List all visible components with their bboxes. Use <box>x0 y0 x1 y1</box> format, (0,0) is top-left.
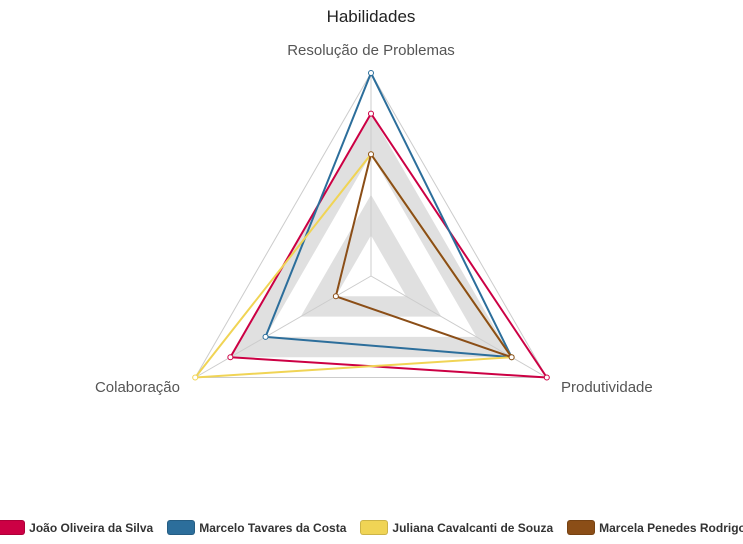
series-point-0-1[interactable] <box>543 374 550 381</box>
legend-label-1: Marcelo Tavares da Costa <box>199 520 347 535</box>
series-line-3 <box>334 151 515 360</box>
legend-item-0[interactable]: João Oliveira da Silva <box>0 520 153 535</box>
series-point-1-0[interactable] <box>368 70 374 76</box>
legend-swatch-0 <box>0 520 26 535</box>
radar-series <box>192 70 550 381</box>
legend-label-3: Marcela Penedes Rodrigo <box>599 520 743 535</box>
series-point-3-0[interactable] <box>368 151 374 158</box>
axis-label-0: Resolução de Problemas <box>287 42 455 59</box>
legend-swatch-2 <box>360 520 389 535</box>
series-point-2-2[interactable] <box>192 374 199 381</box>
axis-labels: Resolução de Problemas Produtividade Colab… <box>95 42 653 396</box>
legend-swatch-3 <box>567 520 596 535</box>
axis-label-2: Colaboração <box>95 379 180 396</box>
series-point-0-2[interactable] <box>227 354 234 361</box>
series-line-1 <box>264 70 514 359</box>
legend-item-3[interactable]: Marcela Penedes Rodrigo <box>567 520 743 535</box>
legend-item-1[interactable]: Marcelo Tavares da Costa <box>167 520 346 535</box>
chart-legend: João Oliveira da Silva Marcelo Tavares da… <box>0 520 743 535</box>
legend-label-2: Juliana Cavalcanti de Souza <box>392 520 554 535</box>
grid-band-4 <box>230 113 512 358</box>
legend-item-2[interactable]: Juliana Cavalcanti de Souza <box>360 520 553 535</box>
series-point-0-0[interactable] <box>368 110 374 117</box>
series-point-3-1[interactable] <box>508 354 515 361</box>
legend-label-0: João Oliveira da Silva <box>29 520 154 535</box>
series-point-3-2[interactable] <box>332 293 339 300</box>
radar-chart: Habilidades Resolução de Problemas Produt… <box>95 7 653 396</box>
grid-outer-ring <box>194 72 548 378</box>
axis-label-1: Produtividade <box>561 379 653 396</box>
series-line-0 <box>228 111 549 379</box>
grid-spoke-1 <box>370 275 548 378</box>
chart-title: Habilidades <box>327 7 416 26</box>
grid-band-2 <box>300 194 442 317</box>
series-point-1-2[interactable] <box>262 333 269 340</box>
legend-swatch-1 <box>167 520 196 535</box>
radar-grid <box>194 72 548 378</box>
grid-spoke-2 <box>194 275 372 378</box>
